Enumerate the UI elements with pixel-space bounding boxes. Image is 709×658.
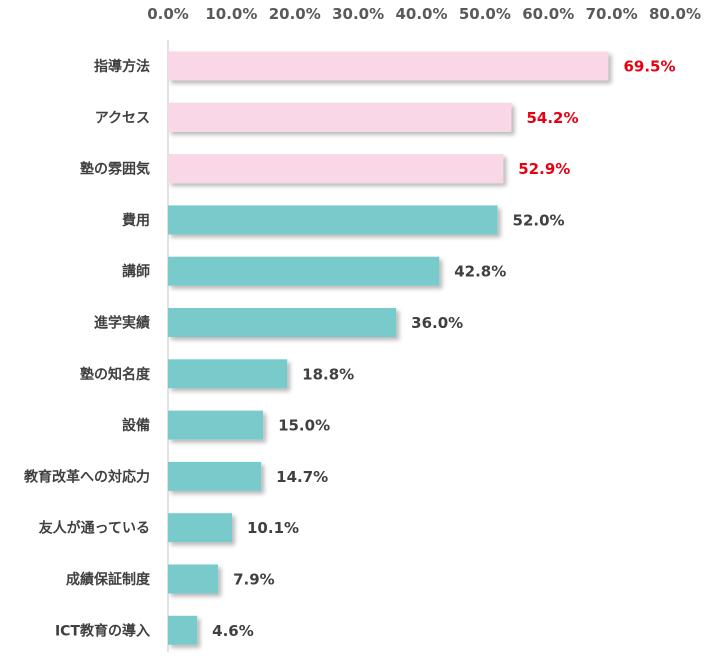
value-label: 52.0% <box>513 211 565 229</box>
category-label: 進学実績 <box>94 315 150 332</box>
x-tick-label: 80.0% <box>649 5 701 23</box>
bar <box>168 513 233 543</box>
value-label: 10.1% <box>247 519 299 537</box>
value-label: 52.9% <box>518 160 570 178</box>
category-labels: 指導方法アクセス塾の雰囲気費用講師進学実績塾の知名度設備教育改革への対応力友人が… <box>24 58 151 639</box>
category-label: 塾の知名度 <box>80 366 151 383</box>
bar <box>168 410 264 440</box>
category-label: 教育改革への対応力 <box>24 468 150 485</box>
category-label: 塾の雰囲気 <box>80 161 150 178</box>
category-label: 講師 <box>122 263 150 280</box>
value-label: 69.5% <box>623 58 675 76</box>
value-label: 36.0% <box>411 314 463 332</box>
value-label: 54.2% <box>526 109 578 127</box>
category-label: 友人が通っている <box>39 520 150 537</box>
category-label: アクセス <box>95 110 150 126</box>
bar <box>168 205 498 235</box>
value-labels: 69.5% 54.2% 52.9% 52.0% 42.8% 36.0% 18.8% 15.0%… <box>212 58 675 640</box>
x-tick-label: 0.0% <box>147 5 189 23</box>
bar <box>168 615 198 645</box>
x-tick-label: 60.0% <box>522 5 574 23</box>
x-tick-label: 70.0% <box>586 5 638 23</box>
category-label: 設備 <box>122 417 150 434</box>
value-label: 7.9% <box>233 571 275 589</box>
x-axis-ticks: 0.0% 10.0% 20.0% 30.0% 40.0% 50.0% 60.0% 70.0% 8… <box>147 5 701 23</box>
bar <box>168 51 609 81</box>
bar <box>168 461 262 491</box>
bar <box>168 154 504 184</box>
value-label: 4.6% <box>212 622 254 640</box>
x-tick-label: 10.0% <box>205 5 257 23</box>
bar <box>168 102 512 132</box>
x-tick-label: 30.0% <box>332 5 384 23</box>
value-label: 18.8% <box>302 365 354 383</box>
value-label: 42.8% <box>454 263 506 281</box>
x-tick-label: 40.0% <box>395 5 447 23</box>
category-label: ICT教育の導入 <box>55 622 150 639</box>
category-label: 指導方法 <box>94 58 150 75</box>
value-label: 15.0% <box>278 417 330 435</box>
bar <box>168 564 219 594</box>
category-label: 費用 <box>122 212 150 229</box>
x-tick-label: 20.0% <box>269 5 321 23</box>
category-label: 成績保証制度 <box>66 571 151 588</box>
bar <box>168 308 397 337</box>
value-label: 14.7% <box>276 468 328 486</box>
bar <box>168 359 288 389</box>
bars <box>168 51 609 645</box>
x-tick-label: 50.0% <box>459 5 511 23</box>
bar <box>168 256 440 286</box>
